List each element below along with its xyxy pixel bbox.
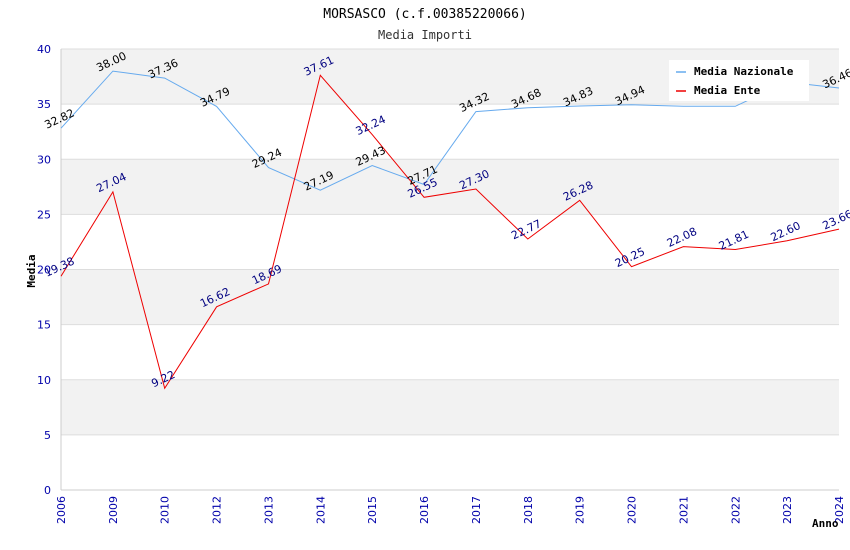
y-tick-label: 5 xyxy=(44,429,51,442)
y-tick-label: 15 xyxy=(37,319,51,332)
x-tick-label: 2019 xyxy=(574,496,587,524)
y-tick-label: 20 xyxy=(37,264,51,277)
y-tick-label: 35 xyxy=(37,98,51,111)
x-tick-label: 2006 xyxy=(55,496,68,524)
series-lines xyxy=(60,70,840,390)
x-tick-label: 2016 xyxy=(418,496,431,524)
y-axis-label: Media xyxy=(25,254,38,287)
y-tick-label: 40 xyxy=(37,43,51,56)
x-tick-label: 2009 xyxy=(107,496,120,524)
legend-box xyxy=(669,60,809,101)
series-line-media-nazionale xyxy=(60,70,840,191)
x-tick-label: 2013 xyxy=(262,496,275,524)
chart-title: MORSASCO (c.f.00385220066) xyxy=(323,7,527,22)
y-tick-label: 0 xyxy=(44,484,51,497)
chart-subtitle: Media Importi xyxy=(378,28,472,42)
y-tick-label: 25 xyxy=(37,208,51,221)
grid-band xyxy=(61,434,839,490)
legend-label-media-ente: Media Ente xyxy=(694,84,761,97)
y-tick-label: 30 xyxy=(37,153,51,166)
x-tick-label: 2012 xyxy=(211,496,224,524)
x-tick-label: 2023 xyxy=(781,496,794,524)
grid-band xyxy=(61,214,839,270)
grid-band xyxy=(61,324,839,380)
grid-band xyxy=(61,269,839,325)
grid-band xyxy=(61,379,839,435)
series-line-media-ente xyxy=(60,74,840,390)
x-tick-label: 2018 xyxy=(522,496,535,524)
x-tick-label: 2020 xyxy=(626,496,639,524)
x-tick-label: 2014 xyxy=(314,496,327,524)
x-ticks: 2006 2009 2010 2012 2013 2014 2015 2016 2017 2018… xyxy=(55,496,846,524)
y-ticks: 0 5 10 15 20 25 30 35 40 xyxy=(37,43,51,497)
legend: Media Nazionale Media Ente xyxy=(669,60,809,101)
x-tick-label: 2022 xyxy=(729,496,742,524)
grid-bands xyxy=(61,49,839,490)
x-axis-label: Anno xyxy=(812,517,839,530)
x-tick-label: 2015 xyxy=(366,496,379,524)
legend-label-media-nazionale: Media Nazionale xyxy=(694,65,794,78)
x-tick-label: 2010 xyxy=(159,496,172,524)
y-tick-label: 10 xyxy=(37,374,51,387)
x-tick-label: 2021 xyxy=(677,496,690,524)
x-tick-label: 2017 xyxy=(470,496,483,524)
x-tick-label: 2024 xyxy=(833,496,846,524)
grid-band xyxy=(61,159,839,215)
grid-band xyxy=(61,104,839,160)
